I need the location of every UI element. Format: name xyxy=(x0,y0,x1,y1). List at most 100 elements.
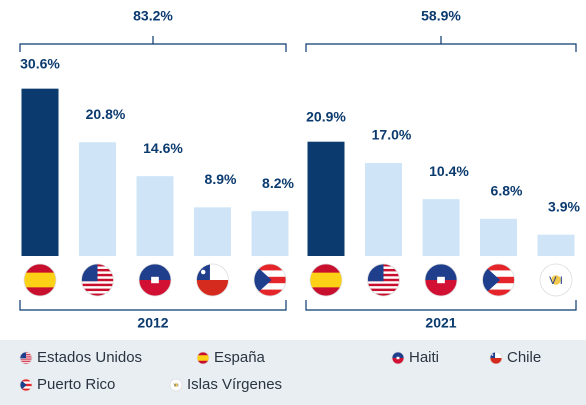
flag-part xyxy=(392,352,404,358)
bar xyxy=(194,207,231,256)
flag-icon xyxy=(20,379,32,391)
legend-label: Haiti xyxy=(409,349,439,366)
bar xyxy=(21,88,59,256)
value-label: 20.9% xyxy=(306,108,346,124)
flag-part xyxy=(551,275,561,285)
flag-border xyxy=(81,263,114,297)
flag-part xyxy=(174,383,178,387)
flag-border xyxy=(19,351,33,365)
flag-icon xyxy=(81,264,114,296)
flag-icon xyxy=(392,352,404,364)
flag-part xyxy=(367,283,400,287)
bar xyxy=(251,211,289,256)
total-label: 83.2% xyxy=(133,8,173,24)
flag-border xyxy=(138,263,172,297)
total-label: 58.9% xyxy=(421,8,461,24)
flag-border xyxy=(19,378,33,392)
flag-border xyxy=(539,263,573,297)
flag-part xyxy=(200,269,206,275)
flag-part xyxy=(139,264,171,280)
flag-icon xyxy=(490,352,502,364)
flag-border xyxy=(309,263,343,297)
flag-part xyxy=(20,361,32,363)
flag-part xyxy=(367,288,400,292)
legend-label: Chile xyxy=(507,349,541,366)
value-label: 6.8% xyxy=(491,183,523,199)
flag-part xyxy=(482,289,515,296)
value-label: 14.6% xyxy=(143,140,183,156)
flag-part xyxy=(425,264,457,280)
flag-icon: V I xyxy=(540,264,572,296)
flag-icon xyxy=(139,264,171,296)
flag-part xyxy=(482,264,501,296)
flag-border xyxy=(253,263,287,297)
flag-icon xyxy=(20,352,32,364)
group-bracket xyxy=(19,300,287,311)
flag-part: V I xyxy=(549,275,563,287)
flag-part xyxy=(437,276,445,284)
flag-border xyxy=(424,263,458,297)
flag-border xyxy=(367,263,400,297)
flag-part xyxy=(254,289,286,296)
bar xyxy=(136,176,174,256)
flag-part xyxy=(197,355,209,361)
flag-border xyxy=(391,351,405,365)
flag-part xyxy=(20,379,27,391)
total-bracket xyxy=(19,36,287,52)
flag-icon xyxy=(482,264,515,296)
flag-part xyxy=(254,264,272,296)
flag-border xyxy=(196,351,210,365)
flag-icon xyxy=(24,264,56,296)
flag-part xyxy=(490,352,502,358)
bar xyxy=(537,234,575,256)
value-label: 3.9% xyxy=(548,198,580,214)
bar xyxy=(422,199,460,256)
flag-part: V I xyxy=(173,382,178,387)
flag-part xyxy=(254,264,286,271)
flag-part xyxy=(81,293,114,296)
bar xyxy=(307,141,345,256)
legend-background xyxy=(0,340,586,405)
value-label: 30.6% xyxy=(20,55,60,71)
flag-part xyxy=(151,276,159,284)
flag-part xyxy=(196,280,229,296)
flag-icon xyxy=(425,264,457,296)
flag-part xyxy=(139,280,171,296)
flag-border xyxy=(489,351,503,365)
flag-part xyxy=(367,293,400,296)
flag-part xyxy=(396,356,400,360)
value-label: 8.9% xyxy=(205,171,237,187)
flag-part xyxy=(20,379,32,382)
value-label: 10.4% xyxy=(429,163,469,179)
legend-label: España xyxy=(214,349,266,366)
legend-label: Islas Vírgenes xyxy=(187,376,282,393)
flag-part xyxy=(425,280,457,296)
flag-part xyxy=(310,272,342,288)
flag-part xyxy=(20,388,32,391)
flag-part xyxy=(20,359,32,361)
flag-icon xyxy=(310,264,342,296)
flag-part xyxy=(20,352,26,359)
value-label: 17.0% xyxy=(372,127,412,143)
flag-part xyxy=(490,358,502,364)
flag-border xyxy=(196,263,229,297)
flag-border xyxy=(482,263,515,297)
flag-part xyxy=(482,264,515,271)
flag-part xyxy=(81,283,114,287)
flag-part xyxy=(81,288,114,292)
group-label: 2021 xyxy=(425,315,456,331)
value-label: 20.8% xyxy=(86,106,126,122)
group-label: 2012 xyxy=(137,315,168,331)
flag-part xyxy=(491,354,494,356)
flag-part xyxy=(392,358,404,364)
flag-icon: V I xyxy=(170,379,182,391)
legend-label: Puerto Rico xyxy=(37,376,115,393)
legend-label: Estados Unidos xyxy=(37,349,142,366)
flag-border xyxy=(169,378,183,392)
group-bracket xyxy=(305,300,577,311)
flag-border xyxy=(23,263,57,297)
flag-icon xyxy=(367,264,400,296)
total-bracket xyxy=(305,36,577,52)
